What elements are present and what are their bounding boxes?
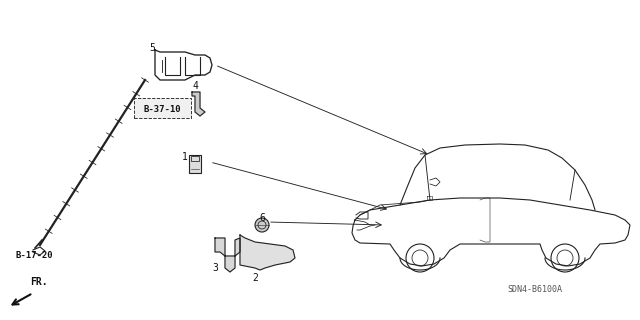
Text: 6: 6 [259,213,265,223]
Text: B-37-10: B-37-10 [143,105,181,114]
Text: 2: 2 [252,273,258,283]
Bar [189,155,201,173]
FancyBboxPatch shape [134,98,191,118]
Text: 3: 3 [212,263,218,273]
Text: FR.: FR. [30,277,47,287]
Text: SDN4-B6100A: SDN4-B6100A [508,285,563,294]
Text: B-17-20: B-17-20 [15,251,52,260]
Bar [191,156,199,161]
Text: 1: 1 [182,152,188,162]
Polygon shape [215,238,240,272]
Text: 5: 5 [149,43,155,53]
Polygon shape [192,92,205,116]
Text: 4: 4 [192,81,198,91]
Polygon shape [240,235,295,270]
Circle shape [255,218,269,232]
